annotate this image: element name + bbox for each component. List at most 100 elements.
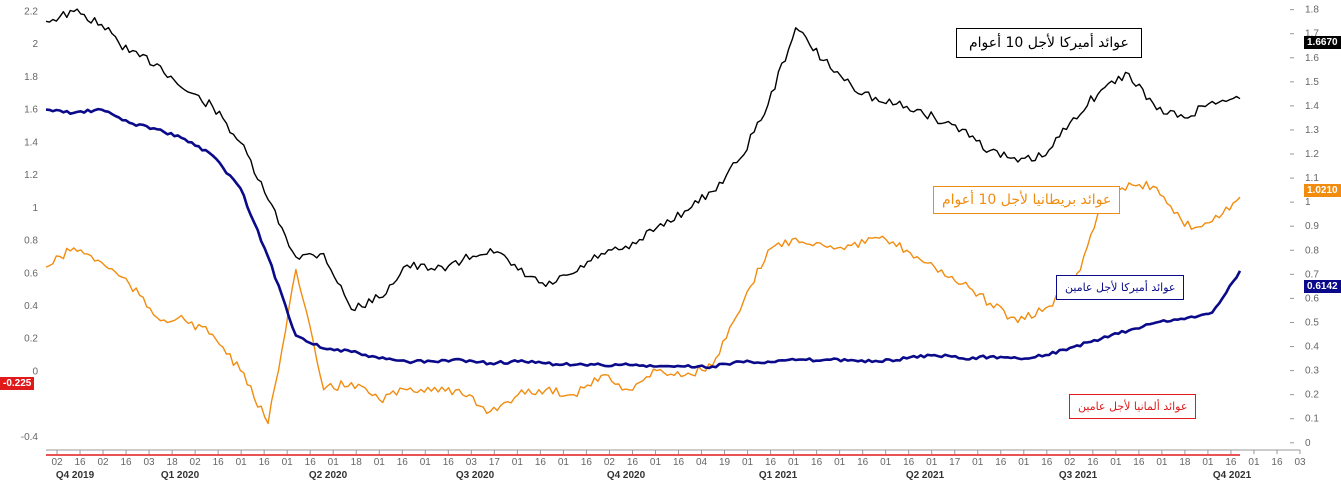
- x-tick-label: 16: [1087, 457, 1099, 468]
- x-tick-label: 01: [1018, 457, 1030, 468]
- left-tick-label: -0.4: [21, 432, 39, 443]
- x-tick-label: 16: [397, 457, 409, 468]
- left-tick-label: 0.4: [24, 301, 38, 312]
- right-tick-label: 0: [1305, 438, 1311, 449]
- last-value-badge-uk10y: 1.0210: [1304, 184, 1341, 197]
- x-tick-label: 01: [742, 457, 754, 468]
- x-tick-label: 01: [512, 457, 524, 468]
- x-tick-label: 16: [581, 457, 593, 468]
- quarter-label: Q2 2021: [906, 470, 945, 480]
- left-tick-label: 1.2: [24, 170, 38, 181]
- quarter-label: Q3 2021: [1059, 470, 1098, 480]
- x-tick-label: 16: [811, 457, 823, 468]
- x-tick-label: 16: [305, 457, 317, 468]
- x-tick-label: 18: [1179, 457, 1191, 468]
- x-tick-label: 03: [144, 457, 156, 468]
- quarter-label: Q4 2019: [56, 470, 95, 480]
- right-tick-label: 1.5: [1305, 77, 1319, 88]
- x-tick-label: 01: [1202, 457, 1214, 468]
- x-tick-label: 16: [1133, 457, 1145, 468]
- left-tick-label: 1.4: [24, 137, 38, 148]
- quarter-label: Q3 2020: [456, 470, 495, 480]
- right-tick-label: 0.7: [1305, 269, 1319, 280]
- series-line-2: [45, 107, 1242, 370]
- right-tick-label: 1.7: [1305, 29, 1319, 40]
- x-tick-label: 19: [719, 457, 731, 468]
- right-tick-label: 0.5: [1305, 317, 1319, 328]
- x-tick-label: 16: [535, 457, 547, 468]
- x-tick-label: 17: [489, 457, 501, 468]
- x-tick-label: 01: [374, 457, 386, 468]
- series-label-de2y: عوائد ألمانيا لأجل عامين: [1069, 394, 1197, 419]
- last-value-badge-us2y: 0.6142: [1304, 280, 1341, 293]
- x-tick-label: 01: [236, 457, 248, 468]
- x-tick-label: 16: [443, 457, 455, 468]
- x-tick-label: 02: [604, 457, 616, 468]
- x-axis-ticks: 02 16 02 16 03 18 02 16 01 16 01 16 01 18 01 16 01 16 03 17…: [46, 449, 1306, 468]
- right-axis-ticks: 1.8 1.7 1.6 1.5 1.4 1.3 1.2 1.1 1 0.9 0.8 0.7 0.6 0.5…: [1290, 5, 1319, 449]
- quarter-labels: Q4 2019 Q1 2020 Q2 2020 Q3 2020 Q4 2020 Q1 20…: [56, 470, 1252, 480]
- left-tick-label: 1.8: [24, 72, 38, 83]
- left-tick-label: 0.8: [24, 236, 38, 247]
- last-value-badge-us10y: 1.6670: [1304, 36, 1341, 49]
- x-tick-label: 17: [949, 457, 961, 468]
- right-tick-label: 0.8: [1305, 245, 1319, 256]
- x-tick-label: 16: [765, 457, 777, 468]
- x-tick-label: 01: [1248, 457, 1260, 468]
- quarter-label: Q1 2020: [161, 470, 200, 480]
- x-tick-label: 01: [328, 457, 340, 468]
- x-tick-label: 16: [995, 457, 1007, 468]
- quarter-label: Q1 2021: [759, 470, 798, 480]
- x-tick-label: 01: [834, 457, 846, 468]
- x-tick-label: 01: [650, 457, 662, 468]
- x-tick-label: 16: [120, 457, 132, 468]
- x-tick-label: 03: [1294, 457, 1306, 468]
- x-tick-label: 02: [97, 457, 109, 468]
- quarter-label: Q2 2020: [309, 470, 348, 480]
- series-label-us10y: عوائد أميركا لأجل 10 أعوام: [956, 28, 1142, 58]
- x-tick-label: 16: [627, 457, 639, 468]
- series-label-uk10y: عوائد بريطانيا لأجل 10 أعوام: [933, 186, 1121, 214]
- quarter-label: Q4 2020: [607, 470, 646, 480]
- x-tick-label: 02: [51, 457, 63, 468]
- right-tick-label: 1.1: [1305, 173, 1319, 184]
- x-tick-label: 01: [1156, 457, 1168, 468]
- right-tick-label: 1: [1305, 197, 1311, 208]
- left-tick-label: 2.2: [24, 6, 38, 17]
- x-tick-label: 16: [259, 457, 271, 468]
- right-tick-label: 0.2: [1305, 390, 1319, 401]
- right-tick-label: 0.3: [1305, 366, 1319, 377]
- series-line-0: [45, 8, 1241, 312]
- x-tick-label: 03: [466, 457, 478, 468]
- series-label-us2y: عوائد أميركا لأجل عامين: [1056, 275, 1185, 300]
- x-tick-label: 01: [926, 457, 938, 468]
- x-tick-label: 01: [880, 457, 892, 468]
- x-tick-label: 01: [788, 457, 800, 468]
- x-tick-label: 16: [1225, 457, 1237, 468]
- series-lines: [45, 8, 1242, 456]
- left-tick-label: 1: [32, 203, 38, 214]
- right-tick-label: 1.2: [1305, 149, 1319, 160]
- x-tick-label: 01: [282, 457, 294, 468]
- last-value-badge-de2y: -0.225: [0, 377, 35, 390]
- right-tick-label: 0.4: [1305, 342, 1319, 353]
- x-tick-label: 02: [1064, 457, 1076, 468]
- right-tick-label: 1.4: [1305, 101, 1319, 112]
- right-tick-label: 1.6: [1305, 53, 1319, 64]
- left-tick-label: 0.6: [24, 268, 38, 279]
- left-tick-label: 0.2: [24, 334, 38, 345]
- right-tick-label: 0.6: [1305, 293, 1319, 304]
- right-tick-label: 0.9: [1305, 221, 1319, 232]
- right-tick-label: 0.1: [1305, 414, 1319, 425]
- x-tick-label: 16: [1271, 457, 1283, 468]
- x-tick-label: 16: [1041, 457, 1053, 468]
- series-line-1: [45, 180, 1241, 425]
- left-axis-ticks: 2.2 2 1.8 1.6 1.4 1.2 1 0.8 0.6 0.4 0.2 0 -0.4: [21, 6, 39, 442]
- x-tick-label: 16: [74, 457, 86, 468]
- left-tick-label: 2: [32, 39, 38, 50]
- x-tick-label: 01: [420, 457, 432, 468]
- left-tick-label: 0: [32, 366, 38, 377]
- quarter-label: Q4 2021: [1213, 470, 1252, 480]
